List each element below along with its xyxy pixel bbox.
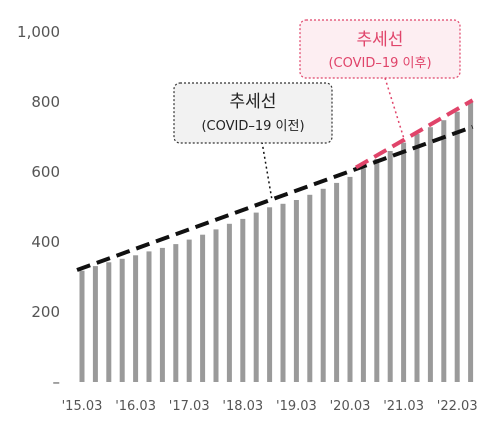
bar [186, 239, 192, 382]
bar [307, 194, 313, 383]
bar [253, 212, 259, 382]
bar [454, 111, 460, 383]
bar [293, 200, 299, 382]
bar [347, 176, 353, 382]
bar [146, 251, 152, 382]
bar [441, 120, 447, 382]
y-axis: – 200 400 600 800 1,000 [17, 23, 60, 391]
bar [334, 182, 340, 382]
annotation-post-covid: 추세선 (COVID–19 이후) [299, 19, 461, 143]
bar [200, 234, 206, 382]
bar [401, 142, 407, 382]
bar [240, 218, 246, 382]
bar [213, 229, 219, 382]
bar [106, 262, 112, 382]
x-tick-label: '21.03 [383, 399, 424, 414]
bar [267, 207, 273, 382]
annotation-pre-subtitle: (COVID–19 이전) [201, 119, 304, 134]
bar [387, 151, 393, 382]
x-tick-label: '19.03 [276, 399, 317, 414]
bar [374, 159, 380, 382]
y-tick-label: 200 [31, 303, 60, 321]
x-tick-label: '16.03 [115, 399, 156, 414]
x-tick-label: '17.03 [169, 399, 210, 414]
trend-line-pre-covid [76, 124, 474, 272]
annotation-pre-covid: 추세선 (COVID–19 이전) [173, 82, 333, 201]
y-tick-label: 1,000 [17, 23, 60, 41]
y-tick-label: 800 [31, 93, 60, 111]
bar [159, 247, 165, 382]
annotation-post-box [299, 19, 461, 79]
annotation-pre-leader [261, 141, 273, 201]
bars [79, 101, 474, 383]
trend-lines [76, 98, 474, 272]
annotation-pre-box [173, 82, 333, 144]
bar [133, 255, 139, 382]
trend-line-post-covid [355, 98, 474, 170]
bar [468, 101, 474, 382]
x-axis: '15.03 '16.03 '17.03 '18.03 '19.03 '20.03 '21.… [62, 399, 478, 414]
annotation-post-title: 추세선 [357, 30, 404, 50]
bar [79, 270, 85, 382]
bar [119, 258, 125, 382]
x-tick-label: '15.03 [62, 399, 103, 414]
x-tick-label: '20.03 [330, 399, 371, 414]
bar [280, 203, 286, 382]
bar [414, 133, 420, 382]
annotation-post-leader [384, 77, 406, 143]
x-tick-label: '22.03 [437, 399, 478, 414]
bar [226, 223, 232, 382]
bar [92, 266, 98, 382]
y-tick-label: 400 [31, 233, 60, 251]
bar [173, 244, 179, 382]
x-tick-label: '18.03 [222, 399, 263, 414]
bar [360, 168, 366, 382]
y-tick-label: – [53, 373, 61, 391]
annotation-post-subtitle: (COVID–19 이후) [328, 56, 431, 71]
bar [320, 188, 326, 382]
bar [427, 127, 433, 382]
y-tick-label: 600 [31, 163, 60, 181]
annotation-pre-title: 추세선 [230, 92, 277, 112]
